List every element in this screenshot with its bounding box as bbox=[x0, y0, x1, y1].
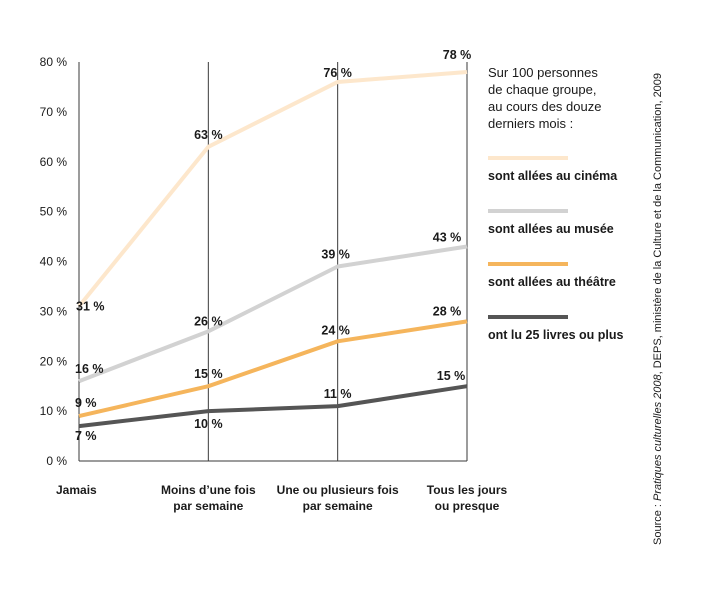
series-line bbox=[78, 384, 468, 429]
legend-label-livres: ont lu 25 livres ou plus bbox=[488, 328, 624, 342]
data-label: 31 % bbox=[76, 299, 105, 313]
data-label: 63 % bbox=[194, 128, 223, 142]
x-tick-label-line: par semaine bbox=[303, 499, 373, 513]
data-label: 15 % bbox=[194, 367, 223, 381]
data-label: 24 % bbox=[321, 323, 350, 337]
y-tick-label: 0 % bbox=[46, 454, 67, 468]
legend-item-musee: sont allées au musée bbox=[488, 209, 658, 236]
x-tick-label-line: Une ou plusieurs fois bbox=[277, 483, 399, 497]
data-label: 16 % bbox=[75, 362, 104, 376]
data-label: 28 % bbox=[433, 304, 462, 318]
source-prefix: Source : bbox=[652, 500, 664, 545]
data-label: 9 % bbox=[75, 396, 97, 410]
x-tick-label-line: ou presque bbox=[435, 499, 500, 513]
y-tick-label: 10 % bbox=[40, 404, 68, 418]
data-label: 43 % bbox=[433, 231, 462, 245]
legend: Sur 100 personnes de chaque groupe, au c… bbox=[488, 64, 658, 342]
source-suffix: , DEPS, ministère de la Culture et de la… bbox=[652, 72, 664, 375]
legend-item-theatre: sont allées au théâtre bbox=[488, 262, 658, 289]
chart-series bbox=[77, 69, 468, 429]
legend-item-livres: ont lu 25 livres ou plus bbox=[488, 315, 658, 342]
y-tick-label: 50 % bbox=[40, 205, 68, 219]
legend-label-cinema: sont allées au cinéma bbox=[488, 169, 618, 183]
data-label: 78 % bbox=[443, 48, 472, 62]
legend-intro-line: derniers mois : bbox=[488, 116, 574, 131]
data-label: 11 % bbox=[324, 387, 352, 401]
legend-swatch-theatre bbox=[488, 262, 568, 266]
data-label: 7 % bbox=[75, 429, 97, 443]
chart-grid bbox=[207, 62, 468, 461]
legend-intro-line: de chaque groupe, bbox=[488, 82, 597, 97]
legend-swatch-cinema bbox=[488, 156, 568, 160]
x-tick-label-line: Tous les jours bbox=[427, 483, 508, 497]
chart-labels: 31 % 63 % 76 % 78 % 16 % 26 % 39 % 43 % 9 % 15 % 2… bbox=[75, 48, 471, 443]
legend-intro-line: au cours des douze bbox=[488, 99, 602, 114]
data-label: 15 % bbox=[437, 369, 466, 383]
legend-label-musee: sont allées au musée bbox=[488, 222, 614, 236]
series-line bbox=[77, 69, 468, 308]
x-tick-label: Tous les jours ou presque bbox=[427, 483, 508, 513]
x-tick-label: Une ou plusieurs fois par semaine bbox=[277, 483, 399, 513]
data-label: 10 % bbox=[194, 417, 223, 431]
y-tick-label: 20 % bbox=[40, 354, 68, 368]
x-tick-label: Moins d’une fois par semaine bbox=[161, 483, 256, 513]
series-line bbox=[78, 319, 468, 419]
legend-item-cinema: sont allées au cinéma bbox=[488, 156, 658, 183]
source-note: Source : Pratiques culturelles 2008, DEP… bbox=[652, 73, 664, 545]
legend-swatch-livres bbox=[488, 315, 568, 319]
legend-label-theatre: sont allées au théâtre bbox=[488, 275, 616, 289]
source-title: Pratiques culturelles 2008 bbox=[652, 374, 664, 501]
legend-swatch-musee bbox=[488, 209, 568, 213]
y-tick-label: 70 % bbox=[40, 105, 68, 119]
y-tick-label: 80 % bbox=[40, 55, 68, 69]
data-label: 39 % bbox=[321, 247, 350, 261]
x-tick-label-line: par semaine bbox=[173, 499, 243, 513]
data-label: 26 % bbox=[194, 314, 223, 328]
y-tick-label: 60 % bbox=[40, 155, 68, 169]
chart-axes: 0 % 10 % 20 % 30 % 40 % 50 % 60 % 70 % 80 % Jamai… bbox=[40, 55, 508, 513]
x-tick-label: Jamais bbox=[56, 483, 97, 497]
x-tick-label-line: Jamais bbox=[56, 483, 97, 497]
y-tick-label: 30 % bbox=[40, 304, 68, 318]
legend-intro-line: Sur 100 personnes bbox=[488, 65, 598, 80]
data-label: 76 % bbox=[323, 66, 352, 80]
y-tick-label: 40 % bbox=[40, 255, 68, 269]
legend-intro: Sur 100 personnes de chaque groupe, au c… bbox=[488, 64, 658, 132]
series-line bbox=[78, 244, 468, 384]
x-tick-label-line: Moins d’une fois bbox=[161, 483, 256, 497]
